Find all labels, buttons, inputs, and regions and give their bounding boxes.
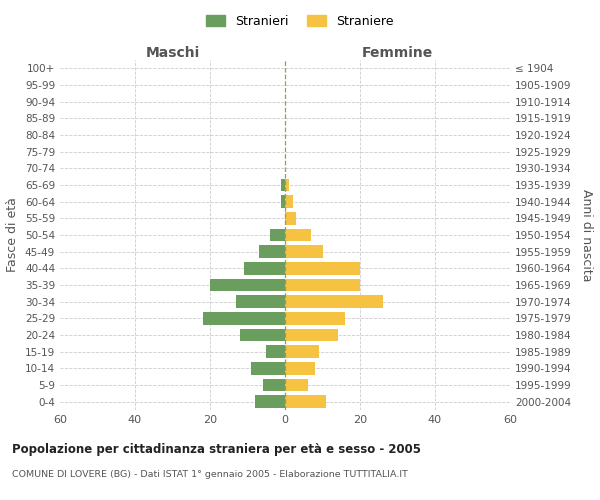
- Bar: [285, 396, 326, 408]
- Y-axis label: Fasce di età: Fasce di età: [7, 198, 19, 272]
- Text: COMUNE DI LOVERE (BG) - Dati ISTAT 1° gennaio 2005 - Elaborazione TUTTITALIA.IT: COMUNE DI LOVERE (BG) - Dati ISTAT 1° ge…: [12, 470, 408, 479]
- Bar: [285, 312, 345, 324]
- Bar: [285, 362, 315, 374]
- Text: Femmine: Femmine: [362, 46, 433, 60]
- Bar: [285, 279, 360, 291]
- Y-axis label: Anni di nascita: Anni di nascita: [580, 188, 593, 281]
- Bar: [266, 346, 285, 358]
- Text: Popolazione per cittadinanza straniera per età e sesso - 2005: Popolazione per cittadinanza straniera p…: [12, 442, 421, 456]
- Bar: [251, 362, 285, 374]
- Bar: [285, 379, 308, 391]
- Bar: [263, 379, 285, 391]
- Legend: Stranieri, Straniere: Stranieri, Straniere: [203, 11, 397, 32]
- Text: Maschi: Maschi: [145, 46, 200, 60]
- Bar: [255, 396, 285, 408]
- Bar: [281, 179, 285, 191]
- Bar: [236, 296, 285, 308]
- Bar: [285, 329, 337, 341]
- Bar: [203, 312, 285, 324]
- Bar: [285, 212, 296, 224]
- Bar: [259, 246, 285, 258]
- Bar: [285, 179, 289, 191]
- Bar: [281, 196, 285, 208]
- Bar: [285, 196, 293, 208]
- Bar: [210, 279, 285, 291]
- Bar: [285, 262, 360, 274]
- Bar: [240, 329, 285, 341]
- Bar: [285, 246, 323, 258]
- Bar: [285, 346, 319, 358]
- Bar: [244, 262, 285, 274]
- Bar: [285, 296, 383, 308]
- Bar: [285, 229, 311, 241]
- Bar: [270, 229, 285, 241]
